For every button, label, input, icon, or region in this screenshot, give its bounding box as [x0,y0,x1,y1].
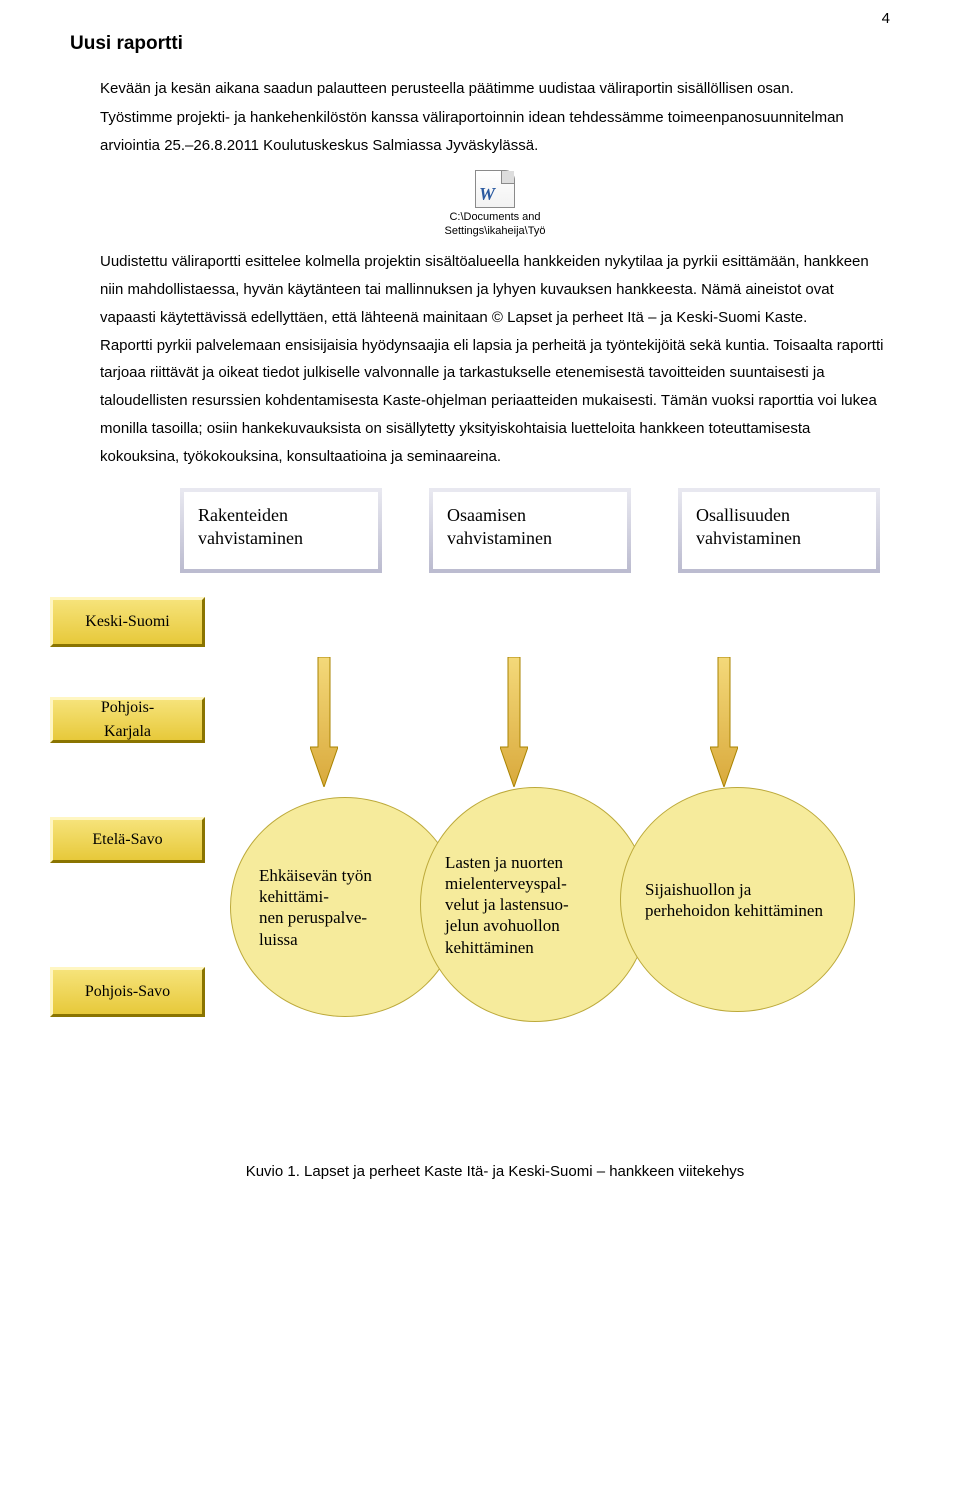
top-boxes-row: Rakenteiden vahvistaminen Osaamisen vahv… [180,488,880,573]
heading: Uusi raportti [70,30,890,59]
region-box-pohjoissavo: Pohjois-Savo [50,967,205,1017]
word-document-icon: W [475,170,515,208]
figure-caption: Kuvio 1. Lapset ja perheet Kaste Itä- ja… [100,1161,890,1184]
word-attachment[interactable]: W C:\Documents and Settings\ikaheija\Työ [395,170,595,239]
box-osaamisen-label: Osaamisen vahvistaminen [435,494,625,567]
circle-2: Lasten ja nuorten mielenterveyspal-velut… [420,787,650,1022]
box-osallisuuden: Osallisuuden vahvistaminen [678,488,880,573]
down-arrow-3 [710,657,738,787]
circle-3: Sijaishuollon ja perhehoidon kehittämine… [620,787,855,1012]
paragraph-2: Työstimme projekti- ja hankehenkilöstön … [100,104,890,160]
down-arrow-2 [500,657,528,787]
region-box-pohjoiskarjala: Pohjois-Karjala [50,697,205,743]
box-rakenteiden: Rakenteiden vahvistaminen [180,488,382,573]
page-number: 4 [882,8,890,31]
attachment-path: C:\Documents and Settings\ikaheija\Työ [445,211,546,239]
paragraph-3: Uudistettu väliraportti esittelee kolmel… [100,248,890,470]
box-rakenteiden-label: Rakenteiden vahvistaminen [186,494,376,567]
box-osaamisen: Osaamisen vahvistaminen [429,488,631,573]
paragraph-1: Kevään ja kesän aikana saadun palautteen… [100,75,890,103]
framework-figure: Keski-SuomiPohjois-KarjalaEtelä-SavoPohj… [100,597,890,1157]
region-box-keskisuomi: Keski-Suomi [50,597,205,647]
region-box-etelsavo: Etelä-Savo [50,817,205,863]
box-osallisuuden-label: Osallisuuden vahvistaminen [684,494,874,567]
down-arrow-1 [310,657,338,787]
